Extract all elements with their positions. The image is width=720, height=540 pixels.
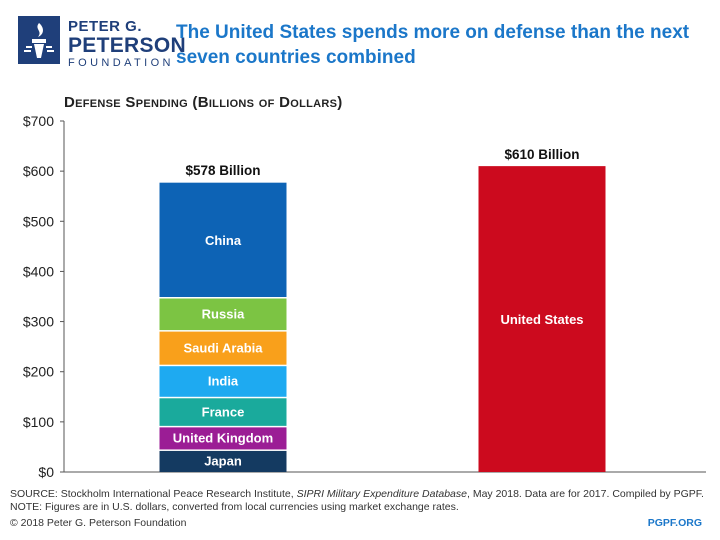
bar-segment-france bbox=[159, 398, 287, 426]
bar-total-label: $610 Billion bbox=[504, 147, 579, 162]
segment-label: Japan bbox=[204, 454, 242, 469]
pgpf-logo: PETER G. PETERSON FOUNDATION bbox=[18, 16, 186, 72]
defense-spending-chart: $0 $100 $200 $300 $400 $500 $600 $700 Japan Unite… bbox=[23, 113, 706, 480]
y-tick-label: $300 bbox=[23, 314, 54, 330]
site-link[interactable]: PGPF.ORG bbox=[647, 517, 702, 529]
bar-segment-russia bbox=[159, 298, 287, 331]
logo-line-1: PETER G. bbox=[68, 18, 143, 35]
y-tick-label: $0 bbox=[38, 464, 54, 480]
segment-label: India bbox=[208, 374, 239, 389]
headline: The United States spends more on defense… bbox=[176, 22, 690, 68]
bar-segment-india bbox=[159, 366, 287, 397]
bar-segment-japan bbox=[159, 450, 287, 472]
bar-segment-saudi-arabia bbox=[159, 331, 287, 365]
source-database: SIPRI Military Expenditure Database bbox=[296, 488, 467, 500]
y-tick-label: $600 bbox=[23, 163, 54, 179]
y-tick-label: $700 bbox=[23, 113, 54, 129]
copyright: © 2018 Peter G. Peterson Foundation bbox=[10, 517, 187, 529]
segment-label: China bbox=[205, 233, 242, 248]
segment-label: United Kingdom bbox=[173, 431, 273, 446]
y-tick-label: $500 bbox=[23, 213, 54, 229]
source-prefix: SOURCE: Stockholm International Peace Re… bbox=[10, 488, 297, 500]
bar-segment-china bbox=[159, 182, 287, 298]
torch-logo-icon bbox=[18, 16, 60, 64]
bar-segment-united-kingdom bbox=[159, 427, 287, 450]
segment-label: Russia bbox=[202, 307, 245, 322]
source-note: SOURCE: Stockholm International Peace Re… bbox=[10, 488, 704, 501]
segment-label: United States bbox=[500, 312, 583, 327]
logo-line-3: FOUNDATION bbox=[68, 57, 174, 69]
notes: SOURCE: Stockholm International Peace Re… bbox=[10, 488, 704, 514]
segment-label: Saudi Arabia bbox=[184, 340, 264, 355]
logo-line-2: PETERSON bbox=[68, 34, 186, 57]
y-tick-label: $200 bbox=[23, 364, 54, 380]
bar-total-label: $578 Billion bbox=[185, 163, 260, 178]
segment-label: France bbox=[202, 404, 245, 419]
chart-title: Defense Spending (Billions of Dollars) bbox=[64, 94, 343, 111]
currency-note: NOTE: Figures are in U.S. dollars, conve… bbox=[10, 501, 459, 513]
y-tick-label: $100 bbox=[23, 414, 54, 430]
bar-segment-united-states bbox=[478, 166, 606, 472]
source-suffix: , May 2018. Data are for 2017. Compiled … bbox=[466, 488, 704, 500]
y-tick-label: $400 bbox=[23, 263, 54, 279]
